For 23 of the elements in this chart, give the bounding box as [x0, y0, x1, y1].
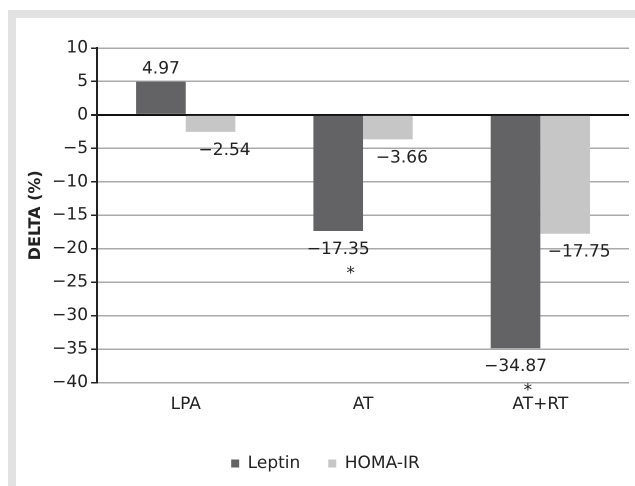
x-tick-label: LPA: [170, 394, 202, 414]
y-tick-label: 0: [77, 104, 88, 124]
data-label: −34.87: [484, 356, 547, 376]
y-tick-label: −20: [52, 238, 88, 258]
y-tick-label: −30: [52, 305, 88, 326]
y-tick-label: −40: [52, 372, 88, 392]
annotation: *: [346, 263, 355, 284]
y-tick-label: 10: [66, 37, 88, 58]
legend-label: HOMA-IR: [344, 452, 420, 473]
y-tick-label: −25: [52, 272, 88, 292]
data-label: −17.35: [306, 238, 370, 259]
y-tick-label: −35: [52, 338, 88, 359]
y-axis-title: DELTA (%): [24, 170, 44, 260]
y-tick-label: −5: [63, 138, 88, 158]
y-tick-label: 5: [77, 70, 88, 91]
data-label: −17.75: [548, 242, 611, 262]
y-tick-label: −10: [52, 171, 88, 192]
data-label: −2.54: [198, 140, 251, 160]
data-label: −3.66: [376, 147, 428, 168]
y-tick-label: −15: [52, 204, 88, 225]
legend-label: Leptin: [248, 452, 300, 473]
data-label: 4.97: [142, 58, 180, 79]
x-tick-label: AT: [352, 394, 374, 414]
